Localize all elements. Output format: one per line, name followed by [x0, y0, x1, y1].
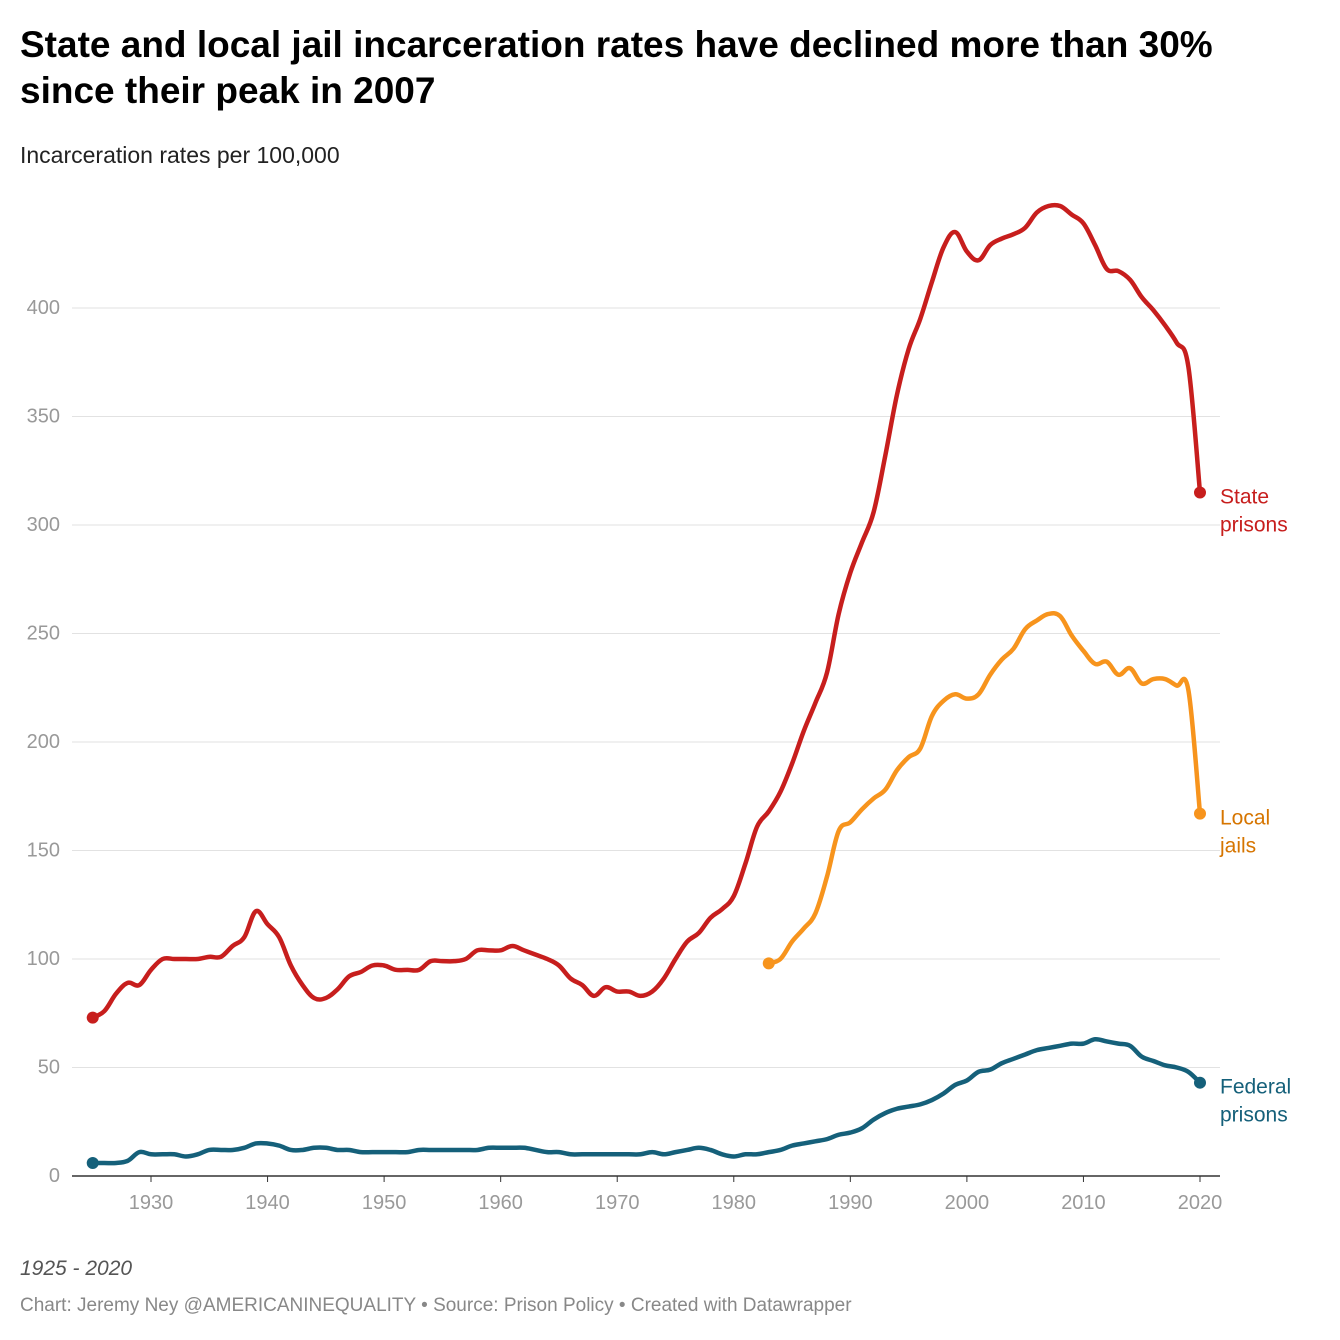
federal-prisons-start-point [86, 1156, 99, 1169]
y-tick-label: 100 [27, 948, 60, 970]
local-jails-label: jails [1219, 835, 1256, 858]
state-prisons-label: prisons [1220, 513, 1288, 536]
federal-prisons-line [90, 1036, 1203, 1166]
y-tick-label: 400 [27, 297, 60, 319]
x-tick-label: 1950 [362, 1192, 407, 1214]
chart-subtitle: Incarceration rates per 100,000 [20, 142, 340, 168]
state-prisons-label: State [1220, 485, 1269, 508]
x-tick-label: 2000 [945, 1192, 990, 1214]
local-jails-end-point [1194, 807, 1206, 820]
x-tick-label: 1960 [478, 1192, 523, 1214]
x-tick-label: 1970 [595, 1192, 640, 1214]
y-tick-label: 150 [27, 840, 60, 862]
chart-source: Chart: Jeremy Ney @AMERICANINEQUALITY • … [20, 1295, 852, 1316]
y-tick-label: 0 [49, 1165, 60, 1187]
state-prisons-start-point [86, 1011, 99, 1024]
y-tick-label: 300 [27, 514, 60, 536]
y-tick-label: 350 [27, 406, 60, 428]
x-tick-label: 1930 [129, 1192, 174, 1214]
y-tick-label: 50 [38, 1057, 60, 1079]
state-prisons-end-point [1194, 486, 1206, 499]
x-tick-label: 2010 [1061, 1192, 1106, 1214]
x-tick-label: 1940 [245, 1192, 290, 1214]
x-axis: 1930 1940 1950 1960 1970 1980 1990 2000 2010 2020 [129, 1176, 1223, 1214]
series-lines [86, 202, 1206, 1169]
y-tick-label: 200 [27, 731, 60, 753]
gridlines: 0 50 100 150 200 250 300 350 400 [27, 297, 1220, 1187]
federal-prisons-label: prisons [1220, 1104, 1288, 1127]
series-labels: State prisons Local jails Federal prisons [1219, 485, 1291, 1126]
x-tick-label: 1990 [828, 1192, 873, 1214]
x-tick-label: 2020 [1178, 1192, 1223, 1214]
y-tick-label: 250 [27, 623, 60, 645]
local-jails-line [766, 611, 1203, 966]
local-jails-start-point [762, 957, 775, 970]
local-jails-label: Local [1220, 807, 1270, 830]
federal-prisons-end-point [1194, 1076, 1206, 1089]
chart-notes: 1925 - 2020 [20, 1257, 133, 1280]
federal-prisons-label: Federal [1220, 1076, 1291, 1099]
chart-title: State and local jail incarceration rates… [20, 24, 1213, 111]
state-prisons-line [90, 202, 1203, 1020]
x-tick-label: 1980 [712, 1192, 757, 1214]
